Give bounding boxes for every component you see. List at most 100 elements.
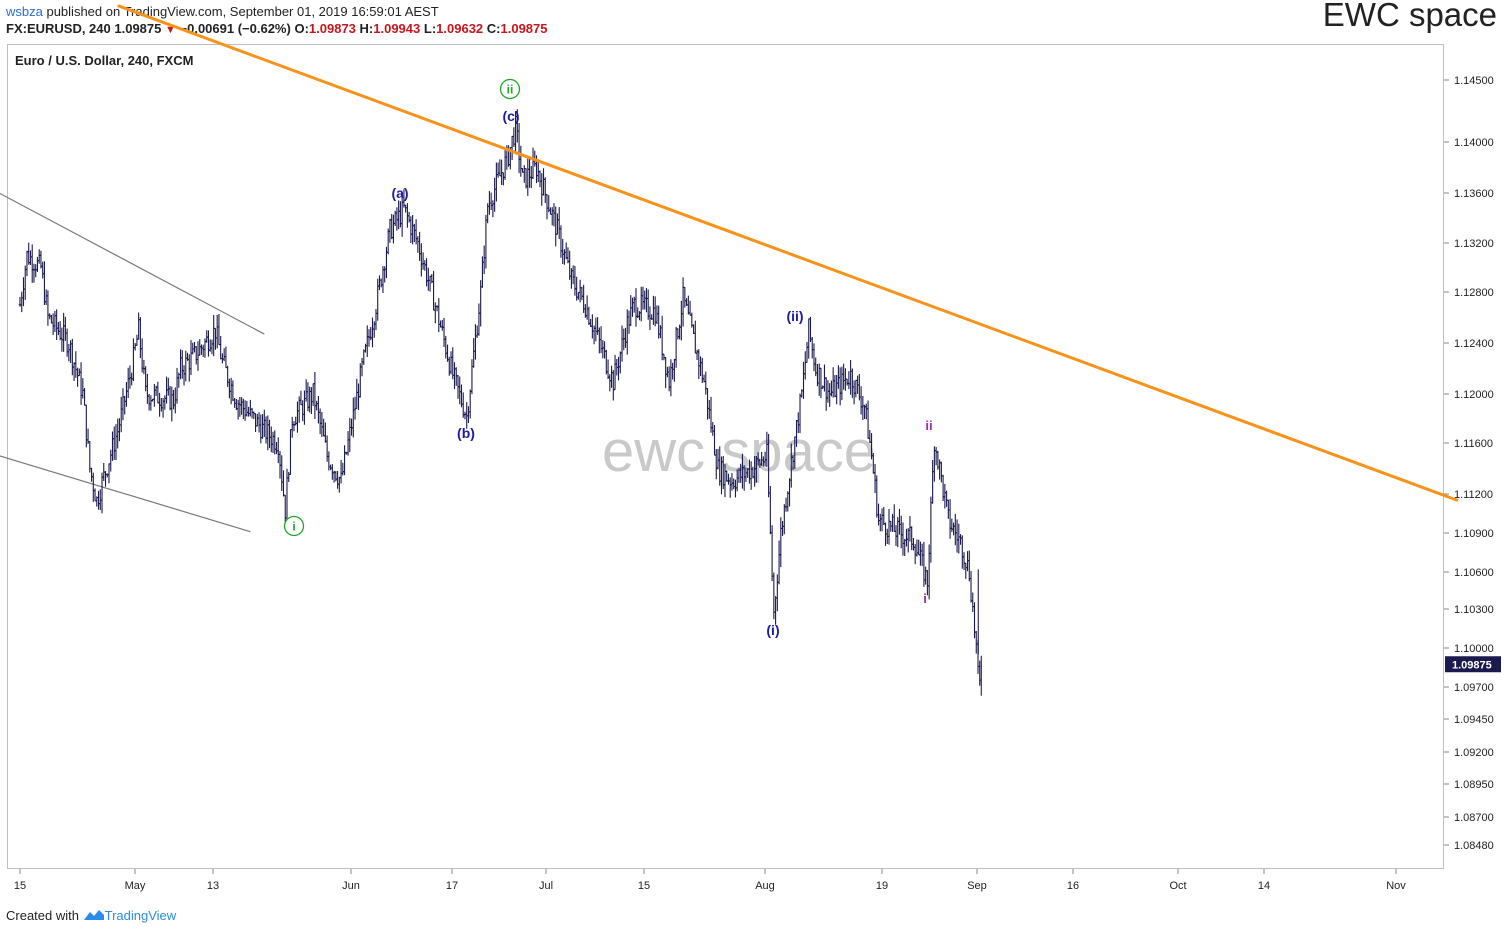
ohlc-bar bbox=[919, 541, 922, 566]
ohlc-bar bbox=[285, 468, 289, 519]
last-price-tag bbox=[1445, 656, 1501, 673]
ohlc-bar bbox=[386, 228, 390, 255]
ohlc-bar bbox=[135, 334, 139, 346]
y-tick-label: 1.10300 bbox=[1454, 604, 1494, 616]
wave-label: (i) bbox=[766, 622, 779, 638]
ohlc-bar bbox=[385, 246, 388, 279]
ohlc-bar bbox=[664, 356, 667, 389]
ohlc-bar bbox=[805, 341, 809, 363]
ohlc-bar bbox=[629, 295, 633, 327]
ohlc-bar bbox=[882, 506, 886, 525]
ohlc-bar bbox=[735, 469, 739, 492]
ohlc-bar bbox=[245, 400, 249, 417]
ohlc-bar bbox=[437, 298, 441, 333]
ohlc-bar bbox=[596, 317, 599, 335]
ohlc-bar bbox=[770, 525, 774, 582]
ohlc-bar bbox=[219, 335, 222, 360]
ohlc-bar bbox=[877, 503, 880, 526]
ohlc-bar bbox=[967, 550, 971, 582]
ohlc-bar bbox=[444, 335, 448, 359]
ohlc-bar bbox=[427, 267, 430, 291]
ohlc-bar bbox=[517, 122, 521, 174]
wave-label: (ii) bbox=[786, 308, 803, 324]
chart-pane[interactable] bbox=[7, 44, 1444, 869]
ohlc-bar bbox=[30, 244, 34, 283]
down-arrow-icon: ▼ bbox=[165, 24, 176, 36]
ohlc-bar bbox=[207, 330, 210, 357]
ohlc-bar bbox=[208, 339, 212, 352]
ohlc-bar bbox=[163, 395, 167, 410]
ohlc-bar bbox=[221, 353, 224, 364]
ohlc-bar bbox=[367, 329, 371, 347]
ohlc-bar bbox=[849, 360, 852, 395]
ohlc-bar bbox=[296, 401, 299, 433]
ohlc-bar bbox=[765, 431, 769, 467]
x-tick-label: May bbox=[125, 880, 146, 892]
ohlc-bar bbox=[776, 574, 779, 612]
ohlc-bar bbox=[93, 488, 97, 502]
ohlc-bar bbox=[898, 508, 901, 535]
ohlc-bar bbox=[112, 426, 116, 460]
wave-label: (c) bbox=[502, 108, 519, 124]
ohlc-bar bbox=[845, 378, 849, 386]
ohlc-bar bbox=[222, 348, 226, 362]
ohlc-bar bbox=[550, 207, 554, 226]
ohlc-bar bbox=[523, 165, 526, 183]
y-tick-label: 1.09450 bbox=[1454, 714, 1494, 726]
ohlc-bar bbox=[240, 397, 243, 415]
ohlc-bar bbox=[29, 250, 32, 265]
ohlc-bar bbox=[568, 250, 571, 280]
ohlc-bar bbox=[355, 378, 359, 410]
ohlc-bar bbox=[613, 354, 617, 391]
ohlc-bar bbox=[566, 247, 570, 264]
ohlc-bar bbox=[819, 367, 823, 399]
ohlc-bar bbox=[578, 279, 582, 303]
ohlc-bar bbox=[121, 388, 125, 421]
y-tick-label: 1.08950 bbox=[1454, 779, 1494, 791]
ohlc-bar bbox=[706, 387, 709, 420]
ohlc-bar bbox=[226, 365, 229, 387]
x-tick-label: 15 bbox=[638, 880, 650, 892]
ohlc-bar bbox=[290, 416, 294, 438]
ohlc-bar bbox=[502, 172, 505, 186]
ohlc-bar bbox=[119, 396, 123, 433]
author-link[interactable]: wsbza bbox=[6, 4, 43, 19]
ohlc-bar bbox=[365, 325, 369, 357]
y-tick-label: 1.10000 bbox=[1454, 643, 1494, 655]
ohlc-bar bbox=[346, 431, 350, 456]
ohlc-bar bbox=[962, 552, 966, 570]
ohlc-bar bbox=[111, 431, 114, 461]
ohlc-bar bbox=[105, 473, 109, 478]
ohlc-bar bbox=[694, 320, 697, 354]
ohlc-bar bbox=[749, 461, 753, 490]
ohlc-bar bbox=[397, 200, 400, 230]
ohlc-bar bbox=[912, 538, 915, 551]
ohlc-bar bbox=[872, 452, 875, 474]
ohlc-bar bbox=[777, 540, 781, 585]
tradingview-link[interactable]: TradingView bbox=[104, 908, 177, 923]
ohlc-bar bbox=[606, 359, 610, 379]
ohlc-bar bbox=[360, 358, 364, 377]
ohlc-bar bbox=[878, 513, 882, 532]
ohlc-bar bbox=[852, 380, 856, 405]
price-change: −0.00691 (−0.62%) bbox=[179, 21, 291, 36]
ohlc-bar bbox=[908, 516, 912, 542]
ohlc-bar bbox=[744, 467, 748, 483]
ohlc-bar bbox=[434, 302, 437, 324]
ohlc-bar bbox=[788, 478, 791, 507]
ohlc-bar bbox=[261, 414, 264, 439]
ohlc-bar bbox=[179, 349, 182, 380]
ohlc-bar bbox=[217, 314, 221, 346]
symbol-title: Euro / U.S. Dollar, 240, FXCM bbox=[15, 53, 194, 68]
ohlc-bar bbox=[489, 192, 493, 211]
ohlc-bar bbox=[875, 475, 879, 518]
ohlc-bar bbox=[528, 156, 531, 188]
y-tick-label: 1.14000 bbox=[1454, 137, 1494, 149]
ohlc-bar bbox=[287, 471, 291, 483]
ohlc-bar bbox=[809, 316, 812, 342]
ohlc-bar bbox=[617, 356, 620, 381]
ohlc-bar bbox=[838, 367, 842, 406]
ohlc-bar bbox=[954, 513, 957, 546]
x-tick-label: Sep bbox=[967, 880, 987, 892]
